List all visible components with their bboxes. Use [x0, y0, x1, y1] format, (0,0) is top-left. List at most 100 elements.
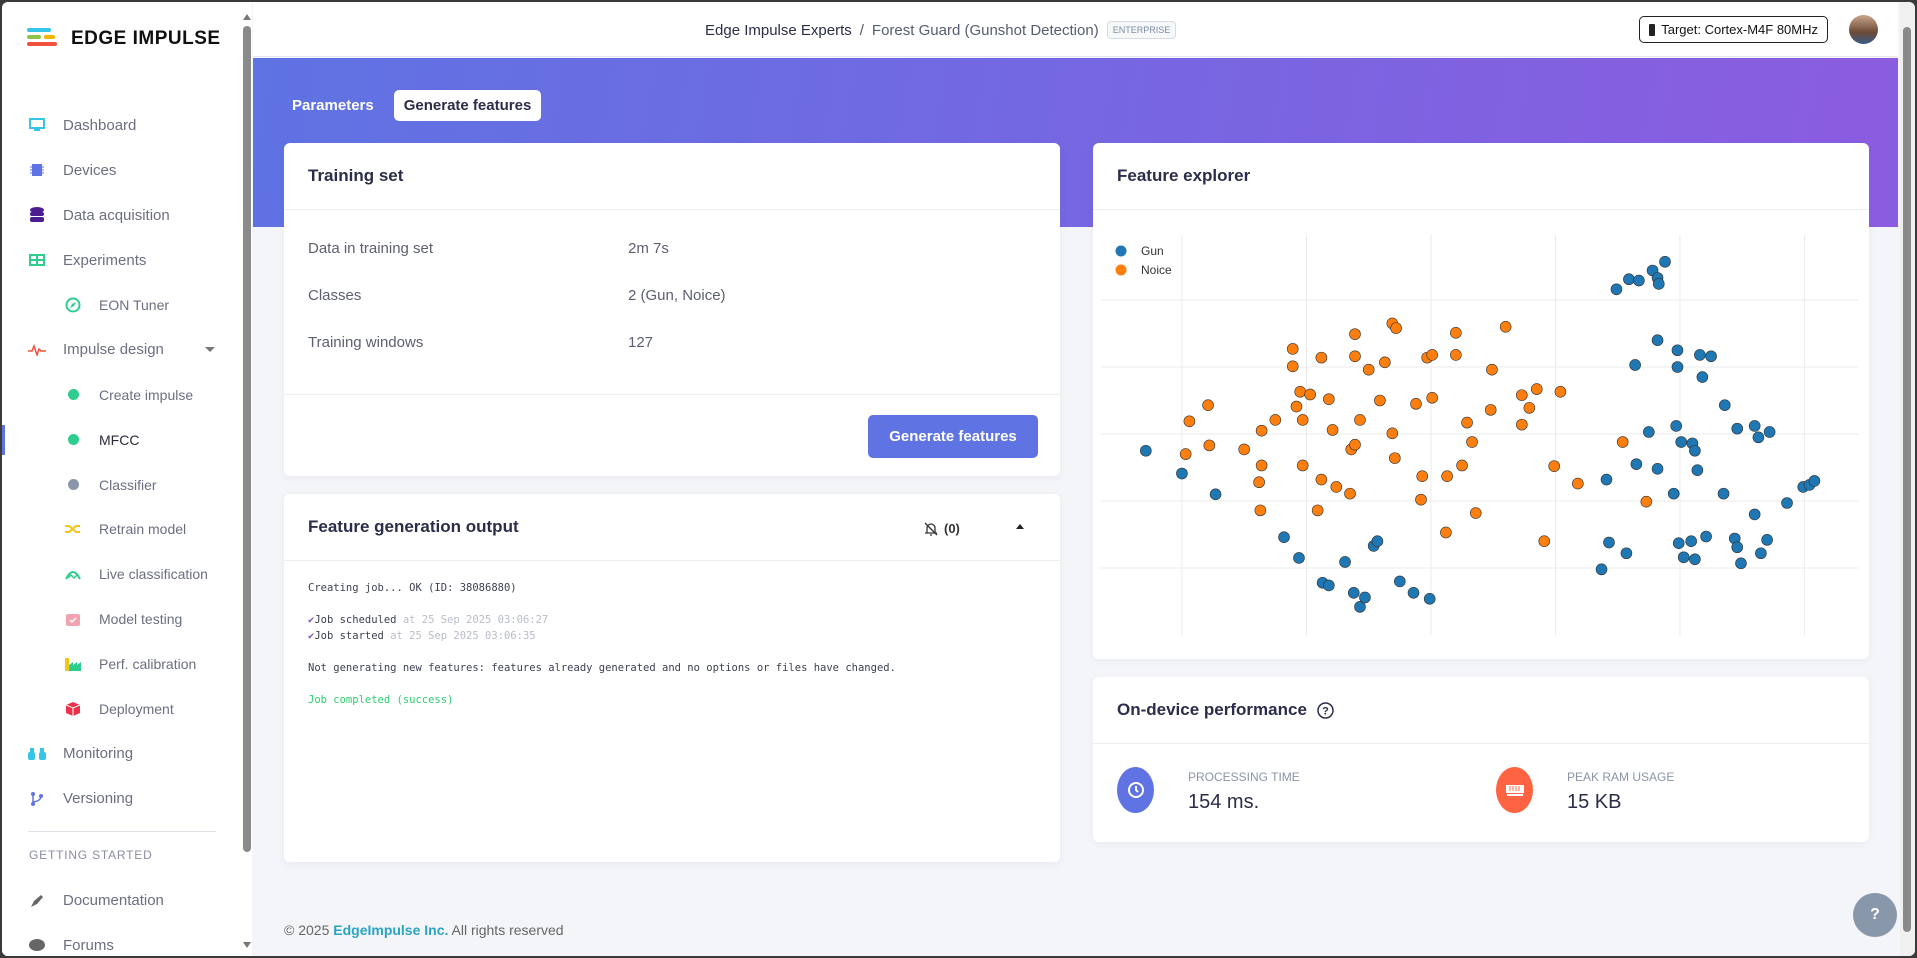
data-point-noice[interactable]	[1255, 459, 1268, 472]
data-point-noice[interactable]	[1290, 400, 1303, 413]
data-point-gun[interactable]	[1671, 344, 1684, 357]
data-point-noice[interactable]	[1640, 495, 1653, 508]
sidebar-scroll-up[interactable]	[243, 14, 251, 20]
data-point-gun[interactable]	[1763, 426, 1776, 438]
data-point-noice[interactable]	[1456, 459, 1468, 472]
sidebar-item-impulse-design[interactable]: Impulse design	[2, 327, 242, 372]
data-point-noice[interactable]	[1516, 389, 1528, 401]
data-point-gun[interactable]	[1359, 591, 1371, 604]
collapse-icon[interactable]	[1016, 524, 1024, 529]
data-point-noice[interactable]	[1304, 388, 1316, 401]
target-device-button[interactable]: Target: Cortex-M4F 80MHz	[1639, 16, 1828, 43]
footer-company-link[interactable]: EdgeImpulse Inc.	[333, 922, 449, 938]
main-scrollbar[interactable]	[1903, 27, 1911, 932]
data-point-noice[interactable]	[1499, 320, 1512, 333]
data-point-gun[interactable]	[1630, 458, 1643, 470]
data-point-noice[interactable]	[1349, 350, 1361, 363]
data-point-noice[interactable]	[1390, 322, 1402, 334]
data-point-gun[interactable]	[1675, 436, 1688, 448]
data-point-gun[interactable]	[1748, 508, 1761, 521]
data-point-gun[interactable]	[1610, 283, 1623, 296]
data-point-noice[interactable]	[1255, 424, 1268, 437]
data-point-gun[interactable]	[1623, 273, 1635, 286]
data-point-gun[interactable]	[1689, 444, 1701, 457]
data-point-noice[interactable]	[1441, 470, 1453, 483]
data-point-noice[interactable]	[1440, 526, 1452, 539]
data-point-noice[interactable]	[1349, 328, 1361, 340]
data-point-gun[interactable]	[1595, 563, 1608, 576]
data-point-gun[interactable]	[1620, 547, 1633, 560]
data-point-noice[interactable]	[1426, 392, 1438, 404]
data-point-gun[interactable]	[1718, 399, 1731, 411]
sidebar-item-retrain-model[interactable]: Retrain model	[2, 507, 242, 552]
data-point-gun[interactable]	[1717, 487, 1730, 500]
data-point-gun[interactable]	[1755, 547, 1767, 560]
data-point-gun[interactable]	[1761, 534, 1773, 546]
chevron-down-icon[interactable]	[205, 347, 215, 353]
sidebar-item-live-classification[interactable]: Live classification	[2, 552, 242, 597]
data-point-gun[interactable]	[1781, 497, 1793, 509]
logo[interactable]: EDGE IMPULSE	[27, 28, 221, 50]
data-point-noice[interactable]	[1450, 327, 1462, 339]
data-point-noice[interactable]	[1296, 414, 1309, 426]
data-point-gun[interactable]	[1371, 535, 1384, 547]
data-point-noice[interactable]	[1415, 493, 1427, 506]
data-point-noice[interactable]	[1253, 476, 1265, 489]
sidebar-item-create-impulse[interactable]: Create impulse	[2, 372, 242, 417]
data-point-noice[interactable]	[1202, 399, 1214, 411]
sidebar-item-eon-tuner[interactable]: EON Tuner	[2, 283, 242, 328]
data-point-noice[interactable]	[1389, 452, 1401, 464]
data-point-gun[interactable]	[1696, 371, 1709, 383]
data-point-gun[interactable]	[1689, 553, 1701, 566]
data-point-gun[interactable]	[1694, 349, 1706, 361]
data-point-noice[interactable]	[1416, 470, 1429, 483]
data-point-noice[interactable]	[1330, 481, 1343, 493]
sidebar-item-data-acquisition[interactable]: Data acquisition	[2, 193, 242, 238]
sidebar-scroll-down[interactable]	[243, 942, 251, 948]
data-point-gun[interactable]	[1652, 278, 1665, 290]
data-point-gun[interactable]	[1209, 488, 1222, 501]
data-point-noice[interactable]	[1466, 436, 1478, 448]
data-point-noice[interactable]	[1461, 416, 1473, 429]
sidebar-item-monitoring[interactable]: Monitoring	[2, 731, 242, 776]
data-point-gun[interactable]	[1600, 473, 1613, 486]
breadcrumb-org[interactable]: Edge Impulse Experts	[705, 21, 852, 39]
sidebar-item-forums[interactable]: Forums	[2, 923, 242, 956]
data-point-noice[interactable]	[1450, 349, 1462, 361]
data-point-noice[interactable]	[1572, 477, 1584, 490]
data-point-noice[interactable]	[1238, 443, 1250, 456]
data-point-noice[interactable]	[1254, 504, 1267, 517]
data-point-gun[interactable]	[1293, 552, 1305, 564]
data-point-gun[interactable]	[1278, 531, 1290, 543]
data-point-gun[interactable]	[1671, 361, 1684, 373]
data-point-gun[interactable]	[1752, 431, 1765, 444]
data-point-noice[interactable]	[1379, 356, 1391, 369]
data-point-gun[interactable]	[1339, 556, 1351, 568]
data-point-noice[interactable]	[1203, 439, 1216, 452]
data-point-noice[interactable]	[1469, 507, 1482, 519]
data-point-noice[interactable]	[1323, 393, 1335, 405]
data-point-noice[interactable]	[1296, 459, 1309, 472]
sidebar-item-deployment[interactable]: Deployment	[2, 687, 242, 732]
data-point-gun[interactable]	[1667, 487, 1680, 500]
data-point-gun[interactable]	[1672, 537, 1685, 550]
data-point-gun[interactable]	[1633, 274, 1645, 287]
data-point-noice[interactable]	[1516, 418, 1528, 431]
generate-features-button[interactable]: Generate features	[868, 415, 1038, 458]
sidebar-item-devices[interactable]: Devices	[2, 148, 242, 193]
sidebar-item-dashboard[interactable]: Dashboard	[2, 103, 242, 148]
sidebar-item-mfcc[interactable]: MFCC	[2, 417, 242, 462]
data-point-noice[interactable]	[1315, 473, 1328, 486]
data-point-gun[interactable]	[1323, 579, 1335, 592]
data-point-gun[interactable]	[1643, 426, 1655, 438]
breadcrumb-project[interactable]: Forest Guard (Gunshot Detection)	[871, 21, 1099, 39]
sidebar-scrollbar[interactable]	[243, 26, 251, 852]
help-button[interactable]: ?	[1853, 893, 1897, 937]
data-point-gun[interactable]	[1394, 575, 1406, 588]
tab-generate-features[interactable]: Generate features	[393, 90, 542, 121]
sidebar-item-classifier[interactable]: Classifier	[2, 462, 242, 507]
data-point-gun[interactable]	[1651, 334, 1664, 346]
sidebar-item-versioning[interactable]: Versioning	[2, 776, 242, 821]
data-point-noice[interactable]	[1548, 460, 1561, 472]
